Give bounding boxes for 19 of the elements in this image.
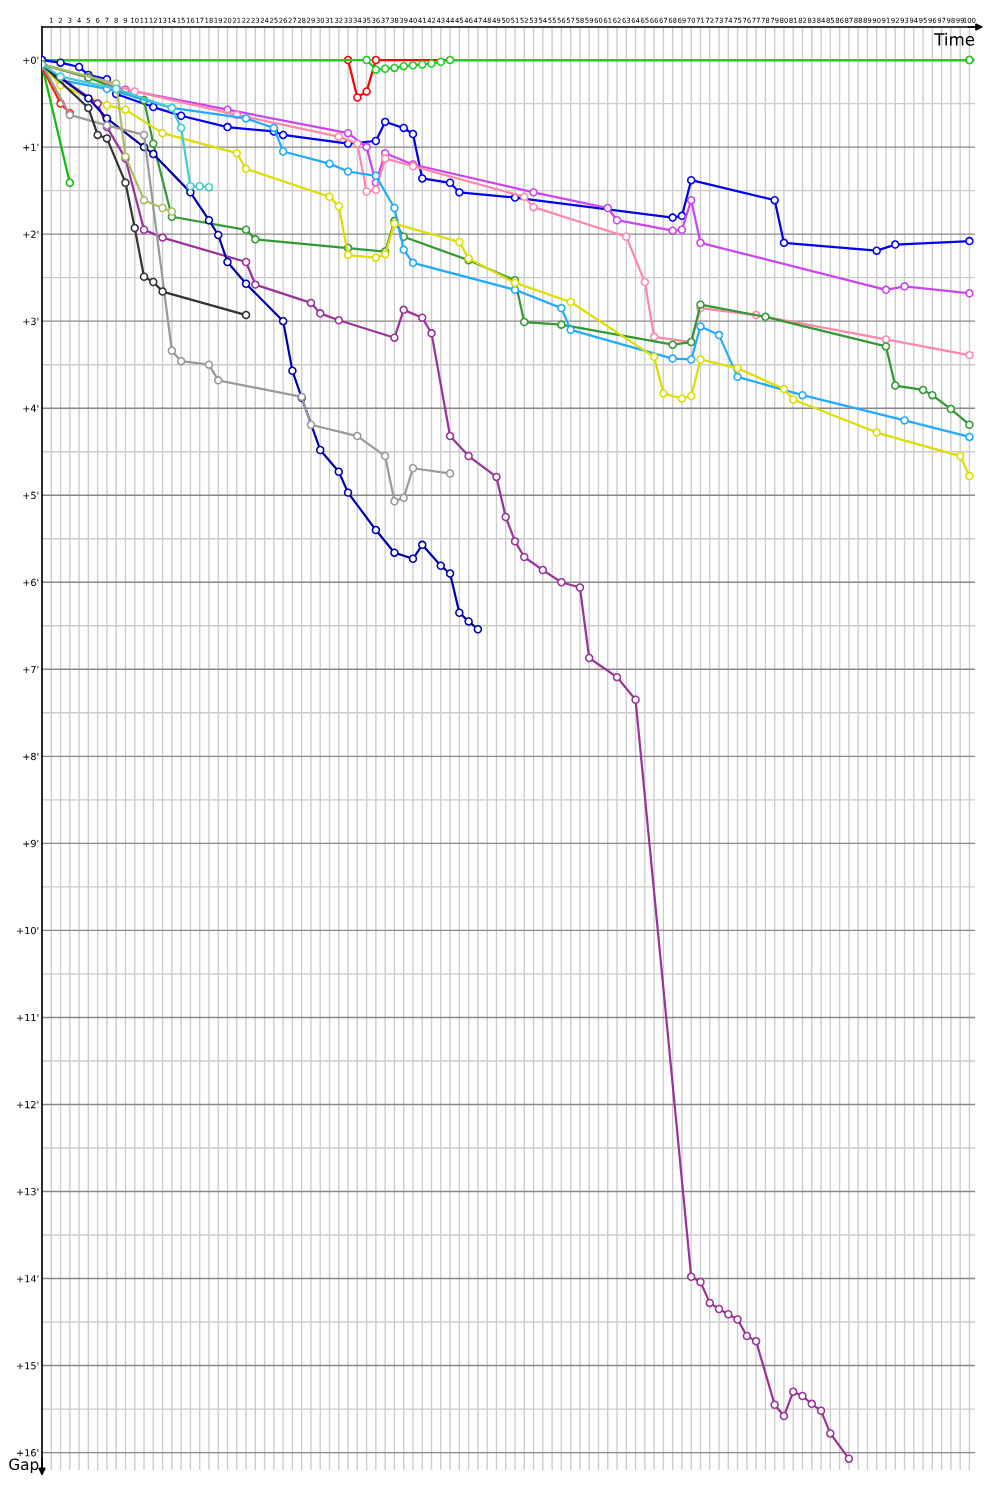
y-tick-label: +0' (23, 56, 39, 64)
y-tick-label: +14' (17, 1275, 39, 1283)
y-tick-label: +6' (23, 578, 39, 587)
y-tick-label: +16' (17, 1449, 39, 1457)
y-tick-label: +8' (23, 752, 39, 761)
y-tick-label: +1' (23, 143, 39, 151)
y-tick-label: +10' (17, 926, 39, 935)
y-tick-label: +2' (23, 230, 39, 238)
y-tick-label: +12' (17, 1100, 39, 1109)
y-tick-label: +11' (17, 1014, 39, 1022)
y-tick-label: +9' (23, 839, 39, 848)
y-tick-label: +7' (23, 665, 39, 673)
y-tick-label: +5' (23, 491, 39, 500)
y-tick-label: +15' (17, 1362, 39, 1370)
x-axis-title: Time (934, 32, 975, 46)
y-tick-label: +4' (23, 404, 39, 412)
y-tick-label: +13' (17, 1187, 39, 1196)
y-axis-title: Gap (9, 1458, 39, 1474)
y-tick-label: +3' (23, 317, 39, 325)
